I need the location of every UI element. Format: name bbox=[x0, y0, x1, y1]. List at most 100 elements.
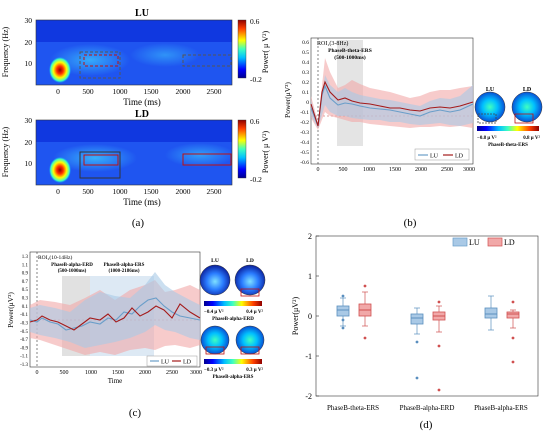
xtick-label: 1500 bbox=[112, 370, 124, 376]
ytick-label: 0.5 bbox=[302, 50, 309, 56]
box-lu bbox=[410, 313, 424, 325]
xtick-label: 0 bbox=[56, 87, 60, 96]
panel-c: 1.3 1.1 0.9 0.7 0.5 0.3 0.1 -0.1 -0.3 -0.5 -0.7 -0.… bbox=[6, 251, 266, 419]
ytick-label: -1 bbox=[305, 352, 312, 361]
ytick-label: 0.3 bbox=[302, 70, 309, 76]
ytick-label: -1.3 bbox=[20, 363, 28, 368]
ytick-label: 2 bbox=[308, 232, 312, 241]
panel-a-ylabel-bottom: Frequency (Hz) bbox=[1, 126, 10, 177]
xtick-label: 2000 bbox=[176, 87, 191, 96]
xtick-label: 500 bbox=[60, 370, 69, 376]
spectrogram-top bbox=[35, 19, 233, 86]
ytick-label: -0.7 bbox=[20, 338, 28, 343]
xtick-label: 2000 bbox=[176, 187, 191, 196]
ytick-label: 0.1 bbox=[22, 305, 29, 310]
lu-line-c bbox=[29, 297, 201, 331]
topomap-b: LU LD −0.8 μ V² 0.8 μ V² PhaseB-theta-ER… bbox=[474, 87, 543, 148]
legend-ld: LD bbox=[455, 154, 464, 160]
xtick-label: 2000 bbox=[415, 167, 427, 173]
ytick-label: -0.6 bbox=[300, 160, 309, 166]
ld-line-c bbox=[29, 303, 201, 331]
panel-c-xlabel: Time bbox=[108, 377, 123, 385]
colorbar-bottom: 0.6 -0.2 Power( μ V²) bbox=[237, 117, 270, 184]
topomap-lu bbox=[474, 91, 506, 123]
xtick-label: 2500 bbox=[441, 167, 453, 173]
xtick-label: 3000 bbox=[190, 370, 202, 376]
panel-a-top-title: LU bbox=[135, 8, 149, 19]
colorbar-label: Power( μ V²) bbox=[261, 131, 270, 174]
box-lu bbox=[484, 307, 498, 319]
panel-b-xticks: 0 500 1000 1500 2000 2500 3000 bbox=[317, 167, 476, 173]
xtick-label: 3000 bbox=[463, 167, 475, 173]
colorbar-max: 0.6 bbox=[250, 17, 260, 26]
spectrogram-bottom-yticks: 30 20 10 bbox=[25, 116, 33, 168]
spectrogram-top-yticks: 30 20 10 bbox=[25, 16, 33, 68]
outlier-point bbox=[341, 294, 345, 298]
xtick-label: 2000 bbox=[139, 370, 151, 376]
panel-label-c: (c) bbox=[129, 407, 142, 419]
topomap-lu bbox=[199, 264, 231, 296]
ld-line-b bbox=[310, 80, 474, 127]
category-label: PhaseB-alpha-ERD bbox=[400, 404, 455, 412]
xtick-label: 0 bbox=[317, 167, 320, 173]
ytick-label: 0.1 bbox=[302, 90, 309, 96]
outlier-point bbox=[341, 326, 345, 330]
ytick-label: 0.6 bbox=[302, 40, 309, 46]
outlier-point bbox=[363, 284, 367, 288]
topo-label-lu: LU bbox=[211, 258, 219, 264]
ytick-label: 1.3 bbox=[22, 255, 29, 260]
ytick-label: 20 bbox=[25, 38, 33, 47]
xtick-label: 1500 bbox=[144, 87, 159, 96]
panel-d: Power(μV²) 2 1 0 -1 -2 PhaseB-theta-ERS PhaseB… bbox=[291, 232, 539, 431]
legend-ld: LD bbox=[504, 238, 515, 247]
topo-min-erd: −0.4 μ V² bbox=[204, 309, 224, 315]
topomap-lu bbox=[200, 325, 230, 355]
legend-b: LU LD bbox=[414, 148, 470, 161]
topo-cbar-min-b: −0.8 μ V² bbox=[477, 135, 497, 141]
legend-lu: LU bbox=[469, 238, 480, 247]
topo-label-lu: LU bbox=[486, 87, 495, 93]
topo-colorbar-ers bbox=[204, 359, 262, 364]
ytick-label: 0 bbox=[308, 312, 312, 321]
category-label: PhaseB-theta-ERS bbox=[327, 404, 379, 412]
xtick-label: 500 bbox=[82, 187, 94, 196]
colorbar-max: 0.6 bbox=[250, 117, 260, 126]
ytick-label: 30 bbox=[25, 16, 33, 25]
ytick-label: 30 bbox=[25, 116, 33, 125]
erd-label: PhaseB-alpha-ERD bbox=[51, 263, 93, 268]
category-label: PhaseB-alpha-ERS bbox=[474, 404, 528, 412]
ytick-label: 0.9 bbox=[22, 272, 29, 277]
legend-lu: LU bbox=[161, 360, 170, 366]
ytick-label: -0.5 bbox=[300, 150, 309, 156]
panel-d-marks: 2 1 0 -1 -2 PhaseB-theta-ERS PhaseB-alpha-ERD P… bbox=[305, 232, 528, 412]
outlier-point bbox=[511, 300, 515, 304]
panel-label-b: (b) bbox=[404, 217, 417, 229]
xtick-label: 0 bbox=[56, 187, 60, 196]
outlier-point bbox=[415, 376, 419, 380]
colorbar-min: -0.2 bbox=[250, 175, 262, 184]
ytick-label: 10 bbox=[25, 159, 33, 168]
xtick-label: 1000 bbox=[363, 167, 375, 173]
xtick-label: 2500 bbox=[207, 187, 222, 196]
roi-label-b: ROI₁(3-8Hz) bbox=[317, 40, 348, 47]
panel-a-xlabel-top: Time (ms) bbox=[123, 97, 160, 107]
ytick-label: -0.2 bbox=[300, 120, 309, 126]
ytick-label: -0.3 bbox=[300, 130, 309, 136]
xtick-label: 1000 bbox=[113, 87, 128, 96]
panel-d-ylabel: Power(μV²) bbox=[291, 297, 300, 336]
panel-c-ylabel: Power(μV²) bbox=[6, 292, 15, 328]
box-lu bbox=[336, 305, 350, 317]
spectrogram-bottom-xticks: 0 500 1000 1500 2000 2500 bbox=[56, 187, 222, 196]
topomap-ld bbox=[234, 264, 266, 296]
panel-c-yticks: 1.3 1.1 0.9 0.7 0.5 0.3 0.1 -0.1 -0.3 -0.5 -0.7 -0.… bbox=[20, 255, 28, 368]
ytick-label: 0 bbox=[306, 100, 309, 106]
ytick-label: 0.2 bbox=[302, 80, 309, 86]
ytick-label: -0.4 bbox=[300, 140, 309, 146]
xtick-label: 1500 bbox=[389, 167, 401, 173]
xtick-label: 1000 bbox=[113, 187, 128, 196]
lu-line-b bbox=[310, 84, 474, 127]
xtick-label: 1000 bbox=[85, 370, 97, 376]
panel-label-d: (d) bbox=[420, 419, 433, 431]
outlier-point bbox=[437, 388, 441, 392]
